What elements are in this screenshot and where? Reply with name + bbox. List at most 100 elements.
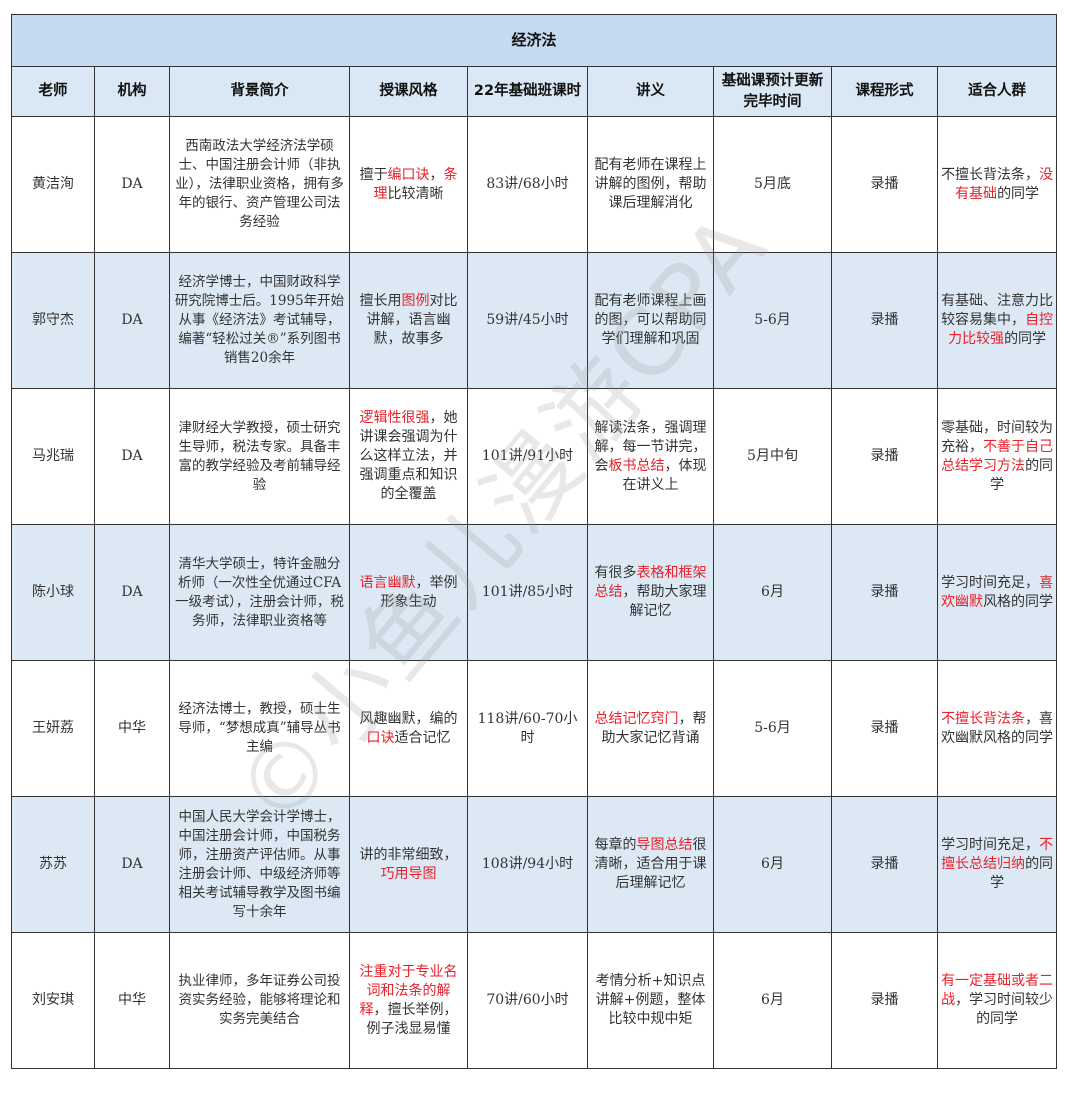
text-segment: 风格的同学 bbox=[983, 593, 1054, 610]
text-segment: ，举例形象生动 bbox=[380, 574, 458, 610]
text-segment: 有很多 bbox=[594, 565, 637, 581]
header-format: 课程形式 bbox=[831, 66, 938, 117]
text-segment: ，帮助大家记忆背诵 bbox=[601, 710, 707, 746]
text-segment: 有基础、注意力比较容易集中， bbox=[941, 293, 1054, 328]
cell-audience: 不擅长背法条，没有基础的同学 bbox=[936, 116, 1058, 253]
cell-style: 讲的非常细致， 巧用导图 bbox=[349, 796, 468, 933]
cell-org: DA bbox=[94, 116, 170, 253]
cell-format: 录播 bbox=[831, 660, 938, 797]
highlight-text: 有一定基础或者二战 bbox=[941, 973, 1054, 1008]
cell-hours: 59讲/45小时 bbox=[467, 252, 588, 389]
table-row: 马兆瑞 DA 津财经大学教授，硕士研究生导师，税法专家。具备丰富的教学经验及考前辅导… bbox=[11, 388, 1058, 525]
cell-org: DA bbox=[94, 388, 170, 525]
text-segment: 擅于 bbox=[359, 166, 388, 183]
cell-teacher: 黄洁洵 bbox=[11, 116, 95, 253]
header-finish: 基础课预计更新完毕时间 bbox=[713, 66, 832, 117]
cell-finish: 5-6月 bbox=[713, 660, 832, 797]
highlight-text: 自控力比较强 bbox=[948, 312, 1054, 347]
text-segment: 配有老师在课程上讲解的图例，帮助课后理解消化 bbox=[594, 157, 707, 211]
header-style: 授课风格 bbox=[349, 66, 468, 117]
cell-audience: 不擅长背法条，喜欢幽默风格的同学 bbox=[936, 660, 1058, 797]
cell-background: 中国人民大学会计学博士，中国注册会计师，中国税务师，注册资产评估师。从事注册会计… bbox=[169, 796, 350, 933]
table-row: 黄洁洵 DA 西南政法大学经济法学硕士、中国注册会计师（非执业），法律职业资格，拥有… bbox=[11, 116, 1058, 253]
cell-background: 经济学博士，中国财政科学研究院博士后。1995年开始从事《经济法》考试辅导，编著… bbox=[169, 252, 350, 389]
cell-format: 录播 bbox=[831, 116, 938, 253]
cell-finish: 5月底 bbox=[713, 116, 832, 253]
cell-audience: 零基础，时间较为充裕，不善于自己总结学习方法的同学 bbox=[936, 388, 1058, 525]
text-segment: 的同学 bbox=[997, 185, 1040, 202]
table-row: 郭守杰 DA 经济学博士，中国财政科学研究院博士后。1995年开始从事《经济法》考试… bbox=[11, 252, 1058, 389]
cell-style: 风趣幽默，编的口诀适合记忆 bbox=[349, 660, 468, 797]
text-segment: ，帮助大家理解记忆 bbox=[622, 584, 707, 619]
table-row: 苏苏 DA 中国人民大学会计学博士，中国注册会计师，中国税务师，注册资产评估师。从事… bbox=[11, 796, 1058, 933]
cell-notes: 配有老师课程上画的图，可以帮助同学们理解和巩固 bbox=[587, 252, 714, 389]
text-segment: 的同学 bbox=[990, 856, 1054, 891]
text-segment: ，体现在讲义上 bbox=[622, 457, 707, 493]
cell-teacher: 刘安琪 bbox=[11, 932, 95, 1069]
cell-notes: 总结记忆窍门，帮助大家记忆背诵 bbox=[587, 660, 714, 797]
text-segment: 的同学 bbox=[990, 457, 1054, 493]
cell-audience: 学习时间充足，不擅长总结归纳的同学 bbox=[936, 796, 1058, 933]
cell-hours: 83讲/68小时 bbox=[467, 116, 588, 253]
highlight-text: 板书总结 bbox=[608, 457, 665, 474]
highlight-text: 巧用导图 bbox=[380, 865, 437, 882]
cell-hours: 101讲/85小时 bbox=[467, 524, 588, 661]
cell-org: DA bbox=[94, 252, 170, 389]
highlight-text: 不擅长总结归纳 bbox=[941, 837, 1054, 872]
cell-notes: 每章的导图总结很清晰，适合用于课后理解记忆 bbox=[587, 796, 714, 933]
cell-background: 西南政法大学经济法学硕士、中国注册会计师（非执业），法律职业资格，拥有多年的银行… bbox=[169, 116, 350, 253]
text-segment: 学习时间充足， bbox=[941, 837, 1040, 853]
highlight-text: 语言幽默 bbox=[359, 574, 416, 591]
cell-format: 录播 bbox=[831, 252, 938, 389]
text-segment: 风趣幽默，编的 bbox=[359, 710, 458, 727]
highlight-text: 总结记忆窍门 bbox=[594, 710, 679, 727]
cell-format: 录播 bbox=[831, 388, 938, 525]
text-segment: ，学习时间较少的同学 bbox=[955, 992, 1054, 1027]
cell-style: 擅于编口诀，条理比较清晰 bbox=[349, 116, 468, 253]
cell-audience: 有基础、注意力比较容易集中，自控力比较强的同学 bbox=[936, 252, 1058, 389]
cell-finish: 6月 bbox=[713, 796, 832, 933]
highlight-text: 喜欢幽默 bbox=[941, 574, 1054, 610]
text-segment: 讲的非常细致， bbox=[359, 846, 458, 863]
cell-org: DA bbox=[94, 524, 170, 661]
header-hours: 22年基础班课时 bbox=[467, 66, 588, 117]
cell-format: 录播 bbox=[831, 932, 938, 1069]
table-row: 王妍荔 中华 经济法博士，教授，硕士生导师，“梦想成真”辅导丛书主编 风趣幽默，编的口… bbox=[11, 660, 1058, 797]
text-segment: 配有老师课程上画的图，可以帮助同学们理解和巩固 bbox=[594, 293, 707, 347]
cell-background: 经济法博士，教授，硕士生导师，“梦想成真”辅导丛书主编 bbox=[169, 660, 350, 797]
text-segment: 考情分析+知识点讲解+例题，整体比较中规中矩 bbox=[595, 973, 706, 1027]
cell-format: 录播 bbox=[831, 524, 938, 661]
text-segment: ， bbox=[429, 166, 444, 183]
cell-style: 逻辑性很强，她讲课会强调为什么这样立法，并强调重点和知识的全覆盖 bbox=[349, 388, 468, 525]
cell-teacher: 陈小球 bbox=[11, 524, 95, 661]
cell-style: 语言幽默，举例形象生动 bbox=[349, 524, 468, 661]
course-comparison-table: 经济法 老师 机构 背景简介 授课风格 22年基础班课时 讲义 基础课预计更新完毕时间 课程形… bbox=[10, 14, 1058, 1069]
highlight-text: 表格和框架总结 bbox=[594, 565, 707, 600]
cell-hours: 101讲/91小时 bbox=[467, 388, 588, 525]
text-segment: 比较清晰 bbox=[387, 185, 444, 202]
table-row: 刘安琪 中华 执业律师，多年证券公司投资实务经验，能够将理论和实务完美结合 注重对于专… bbox=[11, 932, 1058, 1069]
table-body: 黄洁洵 DA 西南政法大学经济法学硕士、中国注册会计师（非执业），法律职业资格，拥有… bbox=[11, 116, 1058, 1069]
cell-teacher: 王妍荔 bbox=[11, 660, 95, 797]
header-notes: 讲义 bbox=[587, 66, 714, 117]
cell-background: 清华大学硕士，特许金融分析师（一次性全优通过CFA一级考试），注册会计师，税务师… bbox=[169, 524, 350, 661]
text-segment: 每章的 bbox=[594, 837, 637, 853]
header-teacher: 老师 bbox=[11, 66, 95, 117]
text-segment: 不擅长背法条， bbox=[941, 166, 1040, 183]
cell-notes: 解读法条，强调理解，每一节讲完，会板书总结，体现在讲义上 bbox=[587, 388, 714, 525]
cell-teacher: 郭守杰 bbox=[11, 252, 95, 389]
header-background: 背景简介 bbox=[169, 66, 350, 117]
cell-teacher: 马兆瑞 bbox=[11, 388, 95, 525]
cell-org: 中华 bbox=[94, 660, 170, 797]
cell-finish: 5月中旬 bbox=[713, 388, 832, 525]
cell-format: 录播 bbox=[831, 796, 938, 933]
highlight-text: 图例 bbox=[401, 293, 430, 309]
header-row: 老师 机构 背景简介 授课风格 22年基础班课时 讲义 基础课预计更新完毕时间 课程形式 适合人… bbox=[11, 66, 1058, 117]
table-title: 经济法 bbox=[10, 14, 1058, 67]
text-segment: 零基础，时间较为充裕， bbox=[941, 419, 1054, 455]
cell-hours: 70讲/60小时 bbox=[467, 932, 588, 1069]
text-segment: 的同学 bbox=[1004, 331, 1047, 347]
cell-background: 执业律师，多年证券公司投资实务经验，能够将理论和实务完美结合 bbox=[169, 932, 350, 1069]
cell-hours: 118讲/60-70小时 bbox=[467, 660, 588, 797]
text-segment: ，喜欢幽默风格的同学 bbox=[941, 710, 1054, 746]
